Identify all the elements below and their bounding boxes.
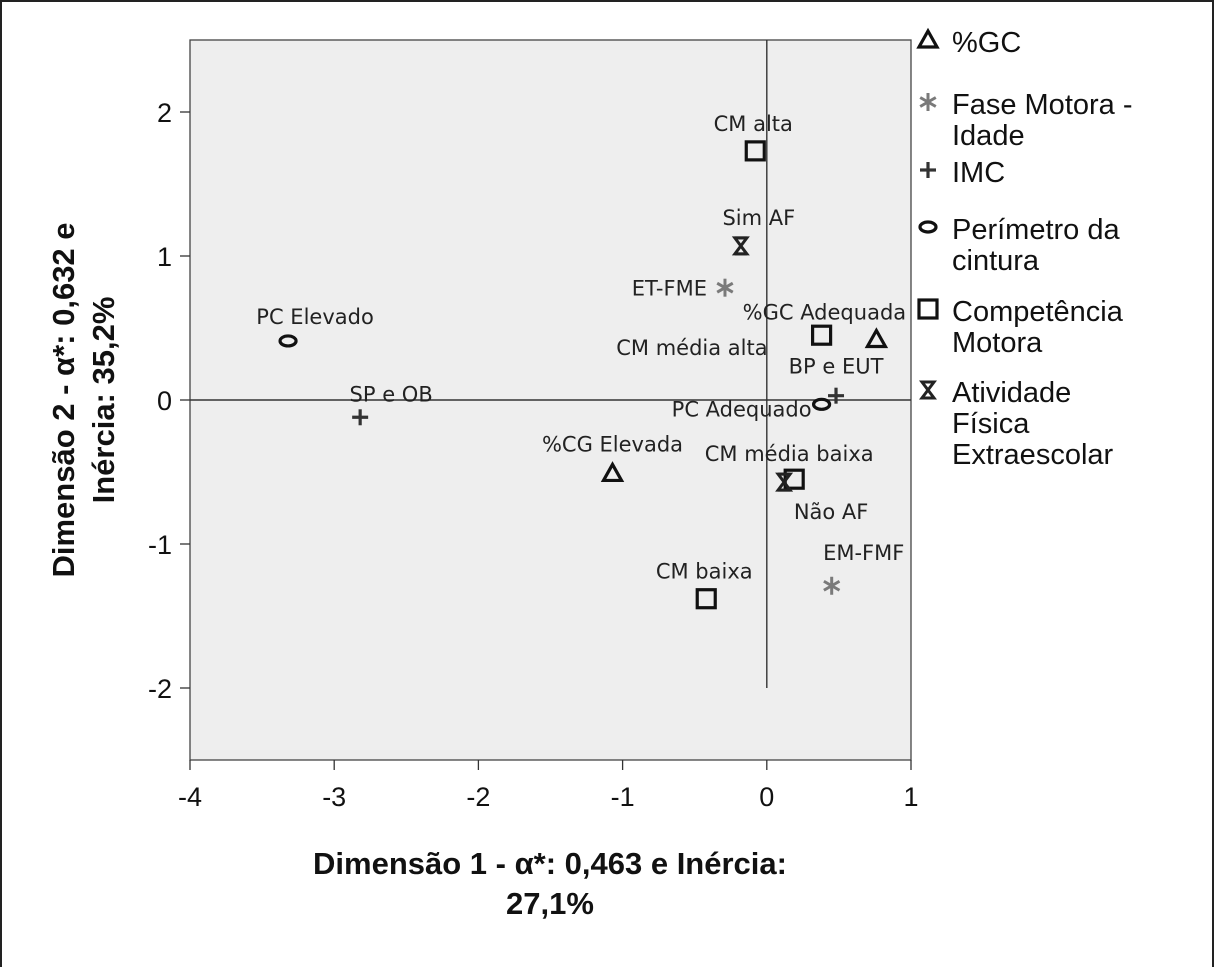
legend-label: cintura (952, 245, 1040, 277)
legend-label: Atividade (952, 377, 1071, 409)
data-point-asterisk (823, 576, 841, 595)
y-tick-label: 2 (157, 98, 172, 128)
y-tick-label: -1 (148, 530, 172, 560)
point-label: CM média baixa (705, 442, 874, 466)
point-label: PC Elevado (256, 305, 374, 329)
data-point-ellipse (811, 397, 832, 411)
data-point-triangle (600, 461, 625, 483)
x-tick-label: 0 (759, 782, 774, 812)
point-label: PC Adequado (672, 397, 812, 421)
point-label: BP e EUT (789, 355, 884, 379)
point-label: ET-FME (632, 277, 707, 301)
point-label: CM baixa (656, 560, 753, 584)
data-point-ellipse (278, 334, 298, 348)
data-point-asterisk (716, 278, 734, 297)
data-point-square (744, 140, 766, 162)
point-label: CM média alta (616, 336, 767, 360)
point-label: Não AF (794, 500, 869, 524)
y-tick-label: -2 (148, 674, 172, 704)
legend-symbol-ellipse (918, 220, 938, 234)
legend-label: Extraescolar (952, 439, 1114, 471)
legend-symbol-asterisk (919, 93, 937, 111)
data-point-hourglass (775, 472, 794, 492)
legend-label: IMC (952, 157, 1005, 189)
data-point-square (810, 324, 833, 346)
point-label: SP e OB (350, 382, 433, 406)
legend-symbol-triangle (916, 27, 940, 49)
data-point-square (695, 588, 717, 610)
data-point-plus (828, 387, 845, 404)
y-axis-title: Inércia: 35,2% (86, 297, 121, 504)
y-axis-title: Dimensão 2 - α*: 0,632 e (46, 222, 81, 577)
data-point-triangle (864, 327, 889, 349)
legend-label: %GC (952, 27, 1021, 59)
point-label: %GC Adequada (743, 301, 907, 325)
x-tick-label: 1 (903, 782, 918, 812)
legend-label: Fase Motora - (952, 89, 1133, 121)
legend-label: Perímetro da (952, 214, 1120, 246)
x-axis-title: Dimensão 1 - α*: 0,463 e Inércia: (313, 846, 787, 881)
legend-symbol-hourglass (919, 380, 937, 400)
legend-label: Motora (952, 327, 1043, 359)
x-tick-label: -1 (611, 782, 635, 812)
x-axis-title: 27,1% (506, 886, 594, 921)
y-tick-label: 1 (157, 242, 172, 272)
legend-symbol-square (917, 298, 939, 320)
point-label: Sim AF (722, 206, 795, 230)
legend-label: Competência (952, 296, 1124, 328)
point-label: %CG Elevada (542, 432, 683, 456)
legend-label: Física (952, 408, 1030, 440)
legend-symbol-plus (920, 162, 936, 178)
x-tick-label: -2 (466, 782, 490, 812)
y-tick-label: 0 (157, 386, 172, 416)
x-tick-label: -3 (322, 782, 346, 812)
data-point-hourglass (731, 236, 750, 256)
point-label: CM alta (714, 112, 793, 136)
data-point-plus (352, 409, 369, 426)
x-tick-label: -4 (178, 782, 202, 812)
point-label: EM-FMF (823, 541, 904, 565)
legend-label: Idade (952, 120, 1025, 152)
